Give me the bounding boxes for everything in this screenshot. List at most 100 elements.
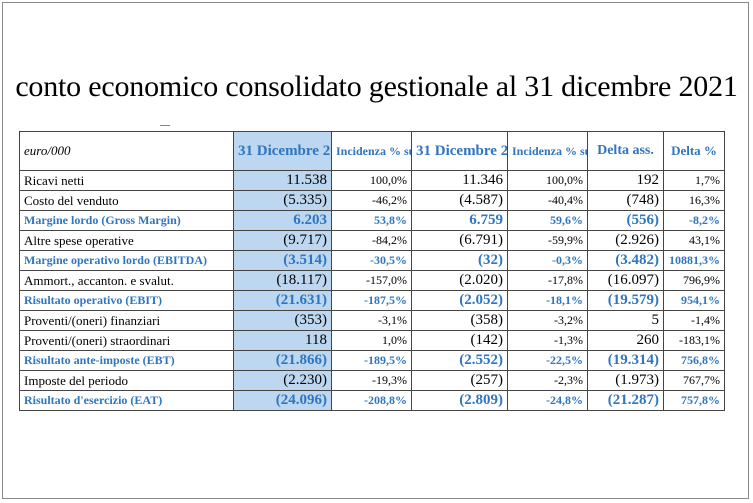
delta-abs: 5 bbox=[587, 310, 664, 331]
incidence-2021: -3,1% bbox=[331, 310, 412, 331]
table-row: Altre spese operative (9.717) -84,2% (6.791… bbox=[19, 230, 725, 251]
value-2020: 6.759 bbox=[411, 210, 508, 231]
delta-abs: 260 bbox=[587, 330, 664, 351]
incidence-2021: -208,8% bbox=[331, 390, 412, 411]
delta-abs: (556) bbox=[587, 210, 664, 231]
delta-pct: -8,2% bbox=[663, 210, 725, 231]
row-label: Risultato d'esercizio (EAT) bbox=[19, 390, 234, 411]
incidence-2021: -19,3% bbox=[331, 370, 412, 391]
delta-pct: 43,1% bbox=[663, 230, 725, 251]
row-label: Imposte del periodo bbox=[19, 370, 234, 391]
value-2020: (2.809) bbox=[411, 390, 508, 411]
delta-abs: (21.287) bbox=[587, 390, 664, 411]
delta-abs: (3.482) bbox=[587, 250, 664, 271]
table-row: Risultato ante-imposte (EBT) (21.866) -189… bbox=[19, 350, 725, 371]
table-row: Imposte del periodo (2.230) -19,3% (257) -2,… bbox=[19, 370, 725, 391]
table-row: Costo del venduto (5.335) -46,2% (4.587) -40… bbox=[19, 190, 725, 211]
row-label: Ricavi netti bbox=[19, 170, 234, 191]
incidence-2020: -0,3% bbox=[507, 250, 588, 271]
value-2021: (353) bbox=[233, 310, 332, 331]
table-row: Proventi/(oneri) finanziari (353) -3,1% (35… bbox=[19, 310, 725, 331]
page-title: conto economico consolidato gestionale a… bbox=[15, 70, 738, 103]
value-2021: (18.117) bbox=[233, 270, 332, 291]
delta-pct: 1,7% bbox=[663, 170, 725, 191]
incidence-2020: 59,6% bbox=[507, 210, 588, 231]
header-delta-pct: Delta % bbox=[663, 131, 725, 171]
incidence-2020: -1,3% bbox=[507, 330, 588, 351]
table-row: Risultato d'esercizio (EAT) (24.096) -208,… bbox=[19, 390, 725, 411]
value-2021: (21.631) bbox=[233, 290, 332, 311]
row-label: Proventi/(oneri) finanziari bbox=[19, 310, 234, 331]
incidence-2020: 100,0% bbox=[507, 170, 588, 191]
incidence-2020: -3,2% bbox=[507, 310, 588, 331]
incidence-2021: -46,2% bbox=[331, 190, 412, 211]
table-header-row: euro/000 31 Dicembre 2021 Incidenza % su… bbox=[19, 131, 725, 171]
header-delta-abs: Delta ass. bbox=[587, 131, 664, 171]
row-label: Margine lordo (Gross Margin) bbox=[19, 210, 234, 231]
delta-pct: 767,7% bbox=[663, 370, 725, 391]
header-incidence-2020: Incidenza % sul fatturato bbox=[507, 131, 588, 171]
value-2021: (9.717) bbox=[233, 230, 332, 251]
row-label: Risultato ante-imposte (EBT) bbox=[19, 350, 234, 371]
incidence-2021: -189,5% bbox=[331, 350, 412, 371]
incidence-2020: -17,8% bbox=[507, 270, 588, 291]
header-2021: 31 Dicembre 2021 bbox=[233, 131, 332, 171]
value-2021: (24.096) bbox=[233, 390, 332, 411]
value-2021: 11.538 bbox=[233, 170, 332, 191]
value-2021: 118 bbox=[233, 330, 332, 351]
incidence-2020: -18,1% bbox=[507, 290, 588, 311]
value-2020: (2.552) bbox=[411, 350, 508, 371]
value-2020: (142) bbox=[411, 330, 508, 351]
incidence-2021: -187,5% bbox=[331, 290, 412, 311]
incidence-2021: 1,0% bbox=[331, 330, 412, 351]
income-statement-table: euro/000 31 Dicembre 2021 Incidenza % su… bbox=[19, 131, 725, 411]
unit-header: euro/000 bbox=[19, 131, 234, 171]
delta-abs: (748) bbox=[587, 190, 664, 211]
value-2020: (4.587) bbox=[411, 190, 508, 211]
incidence-2021: 53,8% bbox=[331, 210, 412, 231]
row-label: Margine operativo lordo (EBITDA) bbox=[19, 250, 234, 271]
delta-pct: 756,8% bbox=[663, 350, 725, 371]
table-row: Risultato operativo (EBIT) (21.631) -187,5… bbox=[19, 290, 725, 311]
delta-pct: 954,1% bbox=[663, 290, 725, 311]
delta-abs: (2.926) bbox=[587, 230, 664, 251]
value-2020: (32) bbox=[411, 250, 508, 271]
row-label: Proventi/(oneri) straordinari bbox=[19, 330, 234, 351]
incidence-2021: -84,2% bbox=[331, 230, 412, 251]
delta-abs: 192 bbox=[587, 170, 664, 191]
delta-abs: (19.579) bbox=[587, 290, 664, 311]
row-label: Costo del venduto bbox=[19, 190, 234, 211]
row-label: Altre spese operative bbox=[19, 230, 234, 251]
delta-pct: -1,4% bbox=[663, 310, 725, 331]
value-2021: 6.203 bbox=[233, 210, 332, 231]
incidence-2020: -2,3% bbox=[507, 370, 588, 391]
decorative-mark bbox=[160, 125, 170, 126]
incidence-2021: 100,0% bbox=[331, 170, 412, 191]
header-incidence-2021: Incidenza % sul fatturato bbox=[331, 131, 412, 171]
table-row: Margine operativo lordo (EBITDA) (3.514) -… bbox=[19, 250, 725, 271]
delta-pct: 16,3% bbox=[663, 190, 725, 211]
delta-pct: -183,1% bbox=[663, 330, 725, 351]
delta-pct: 10881,3% bbox=[663, 250, 725, 271]
row-label: Risultato operativo (EBIT) bbox=[19, 290, 234, 311]
delta-abs: (19.314) bbox=[587, 350, 664, 371]
incidence-2020: -24,8% bbox=[507, 390, 588, 411]
delta-pct: 757,8% bbox=[663, 390, 725, 411]
value-2020: (2.020) bbox=[411, 270, 508, 291]
value-2021: (3.514) bbox=[233, 250, 332, 271]
value-2020: (358) bbox=[411, 310, 508, 331]
value-2020: (257) bbox=[411, 370, 508, 391]
incidence-2020: -22,5% bbox=[507, 350, 588, 371]
value-2020: (2.052) bbox=[411, 290, 508, 311]
header-2020: 31 Dicembre 2020 bbox=[411, 131, 508, 171]
table-row: Ricavi netti 11.538 100,0% 11.346 100,0% 192 1… bbox=[19, 170, 725, 191]
table-row: Margine lordo (Gross Margin) 6.203 53,8% 6.… bbox=[19, 210, 725, 231]
value-2020: 11.346 bbox=[411, 170, 508, 191]
incidence-2020: -59,9% bbox=[507, 230, 588, 251]
delta-abs: (1.973) bbox=[587, 370, 664, 391]
table-row: Ammort., accanton. e svalut. (18.117) -157… bbox=[19, 270, 725, 291]
row-label: Ammort., accanton. e svalut. bbox=[19, 270, 234, 291]
value-2021: (21.866) bbox=[233, 350, 332, 371]
incidence-2020: -40,4% bbox=[507, 190, 588, 211]
